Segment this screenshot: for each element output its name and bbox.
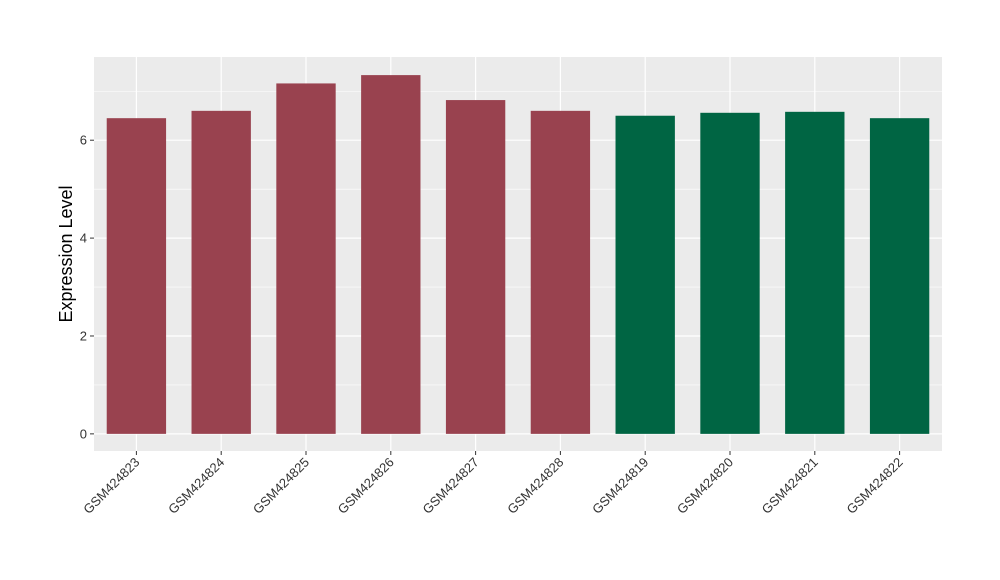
- bar-GSM424824: [191, 110, 251, 434]
- y-tick-label: 0: [80, 426, 87, 441]
- y-axis: 0 2 4 6: [80, 133, 94, 441]
- x-tick-label: GSM424826: [335, 455, 397, 517]
- x-tick-label: GSM424827: [419, 455, 481, 517]
- bar-GSM424828: [530, 110, 591, 434]
- x-tick-label: GSM424823: [80, 455, 142, 517]
- x-tick-label: GSM424819: [589, 455, 651, 517]
- x-tick-label: GSM424820: [674, 455, 736, 517]
- y-axis-title: Expression Level: [56, 185, 76, 322]
- bar-GSM424822: [869, 118, 930, 434]
- bar-GSM424819: [615, 115, 675, 434]
- x-tick-label: GSM424824: [165, 455, 227, 517]
- y-tick-label: 4: [80, 231, 87, 246]
- bar-GSM424826: [361, 75, 421, 434]
- x-tick-label: GSM424828: [504, 455, 566, 517]
- bar-GSM424821: [785, 111, 845, 434]
- x-tick-label: GSM424821: [759, 455, 821, 517]
- bar-GSM424820: [700, 112, 760, 434]
- x-tick-label: GSM424825: [250, 455, 312, 517]
- bars: [106, 75, 930, 434]
- bar-GSM424825: [276, 83, 336, 434]
- y-tick-label: 6: [80, 133, 87, 148]
- bar-GSM424827: [445, 100, 506, 434]
- x-tick-label: GSM424822: [843, 455, 905, 517]
- x-axis: GSM424823 GSM424824 GSM424825 GSM424826 GSM4…: [80, 451, 906, 517]
- bar-GSM424823: [106, 118, 167, 434]
- y-tick-label: 2: [80, 328, 87, 343]
